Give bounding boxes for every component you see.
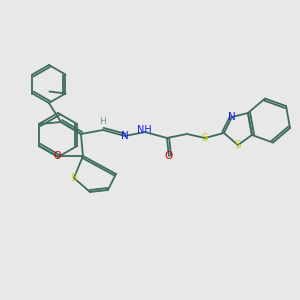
Text: N: N: [228, 112, 236, 122]
Text: O: O: [165, 151, 173, 161]
Text: N: N: [121, 131, 129, 141]
Text: S: S: [70, 173, 77, 183]
Text: S: S: [202, 133, 208, 143]
Text: H: H: [100, 116, 106, 125]
Text: O: O: [53, 151, 61, 161]
Text: S: S: [235, 140, 241, 150]
Text: NH: NH: [136, 125, 151, 135]
